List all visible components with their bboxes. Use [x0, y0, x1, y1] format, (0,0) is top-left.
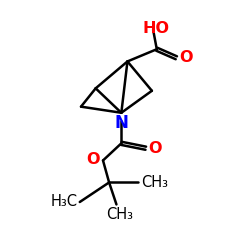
Text: O: O: [86, 152, 100, 167]
Text: CH₃: CH₃: [141, 175, 168, 190]
Text: H₃C: H₃C: [50, 194, 77, 210]
Text: O: O: [179, 50, 192, 65]
Text: O: O: [148, 141, 162, 156]
Text: N: N: [115, 114, 129, 132]
Text: HO: HO: [142, 21, 169, 36]
Text: CH₃: CH₃: [106, 208, 134, 222]
